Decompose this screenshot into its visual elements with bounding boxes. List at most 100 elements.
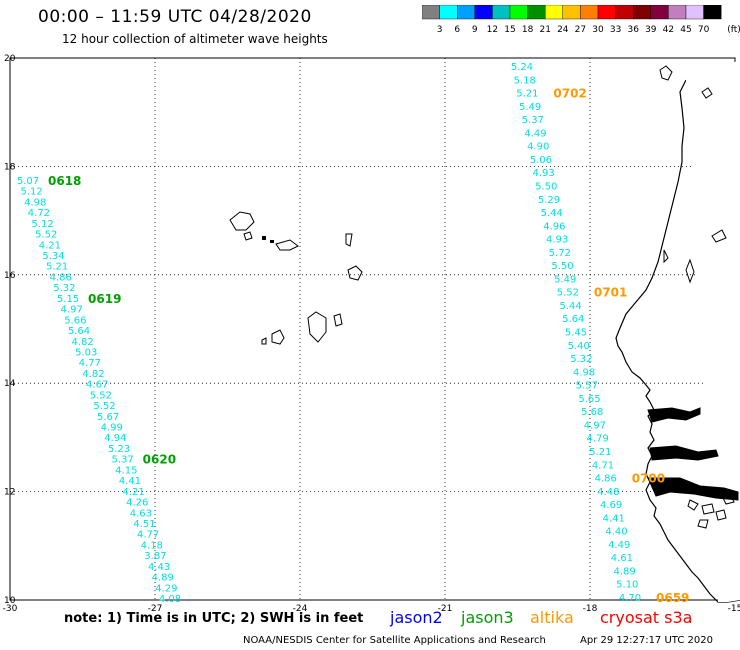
swh-value-label: 4.77 [79, 358, 101, 369]
colorbar-tick-label: 15 [504, 25, 515, 35]
swh-value-label: 4.08 [159, 594, 181, 605]
longitude-tick-label: -24 [293, 604, 308, 614]
cape-verde-sao-vicente [243, 231, 253, 241]
longitude-tick-label: -18 [583, 604, 598, 614]
swh-value-label: 4.49 [524, 128, 546, 139]
units-note: note: 1) Time is in UTC; 2) SWH is in fe… [64, 611, 364, 626]
cape-verde-islet [262, 236, 274, 243]
generated-timestamp: Apr 29 12:27:17 UTC 2020 [580, 635, 713, 646]
latitude-tick-label: 12 [4, 488, 15, 498]
cape-verde-santiago [307, 311, 327, 343]
cape-verde-sal [345, 233, 353, 247]
swh-value-label: 5.49 [519, 102, 541, 113]
swh-value-label: 4.21 [39, 240, 61, 251]
chart-subtitle: 12 hour collection of altimeter wave hei… [62, 32, 328, 46]
swh-value-label: 4.79 [586, 434, 608, 445]
swh-value-label: 4.63 [130, 508, 152, 519]
africa-coastline [615, 79, 740, 603]
legend-jason2: jason2 [390, 608, 443, 627]
swh-value-label: 4.77 [137, 530, 159, 541]
altimeter-tracks: 5.075.124.984.725.125.524.215.345.214.86… [17, 62, 690, 605]
bissagos-islands [687, 493, 735, 529]
colorbar-tick-label: 6 [454, 25, 460, 35]
swh-value-label: 5.52 [557, 288, 579, 299]
swh-value-label: 4.29 [155, 583, 177, 594]
coastal-island-a [711, 229, 727, 243]
colorbar-tick-label: 30 [592, 25, 604, 35]
swh-value-label: 5.21 [589, 447, 611, 458]
swh-value-label: 5.21 [46, 262, 68, 273]
swh-value-label: 4.69 [600, 500, 622, 511]
pass-time-label: 0620 [143, 453, 176, 467]
swh-value-label: 5.66 [64, 315, 86, 326]
swh-value-label: 5.44 [559, 301, 581, 312]
swh-value-label: 5.67 [97, 412, 119, 423]
colorbar-tick-label: 70 [698, 25, 710, 35]
swh-value-label: 4.98 [573, 367, 595, 378]
pass-time-label: 0702 [553, 87, 586, 101]
colorbar-tick-label: 9 [472, 25, 478, 35]
canary-island-a [659, 65, 673, 81]
swh-value-label: 5.32 [570, 354, 592, 365]
swh-value-label: 4.93 [532, 168, 554, 179]
colorbar-swatch [703, 5, 722, 20]
longitude-tick-label: -21 [438, 604, 453, 614]
swh-value-label: 4.86 [50, 272, 72, 283]
swh-value-label: 4.86 [595, 474, 617, 485]
swh-value-label: 4.41 [603, 513, 625, 524]
swh-value-label: 5.32 [53, 283, 75, 294]
cape-verde-maio [333, 313, 343, 327]
swh-value-label: 5.40 [568, 341, 590, 352]
credit-line: NOAA/NESDIS Center for Satellite Applica… [243, 635, 546, 646]
swh-value-label: 4.72 [28, 208, 50, 219]
legend-jason3: jason3 [461, 608, 514, 627]
chart-title: 00:00 – 11:59 UTC 04/28/2020 [38, 7, 312, 27]
swh-value-label: 4.89 [152, 573, 174, 584]
swh-value-label: 5.15 [57, 294, 79, 305]
swh-colorbar-legend: 3 6 9 12 15 18 21 24 27 30 33 36 39 42 45 70 (ft) [422, 5, 740, 35]
colorbar-tick-label: 45 [680, 25, 691, 35]
swh-value-label: 5.57 [576, 381, 598, 392]
swh-value-label: 5.72 [549, 248, 571, 259]
colorbar-tick-label: 12 [487, 25, 498, 35]
cape-verde-fogo [271, 329, 285, 345]
cape-verde-santo-antao [229, 211, 255, 231]
colorbar-tick-label: 21 [539, 25, 550, 35]
swh-value-label: 5.12 [21, 187, 43, 198]
swh-value-label: 5.65 [578, 394, 600, 405]
swh-value-label: 5.07 [17, 176, 39, 187]
colorbar-tick-label: 24 [557, 25, 569, 35]
canary-island-b [701, 87, 713, 99]
cape-verde-brava [261, 337, 267, 345]
swh-value-label: 4.82 [71, 337, 93, 348]
swh-value-label: 5.18 [514, 75, 536, 86]
colorbar-tick-label: 42 [663, 25, 674, 35]
swh-value-label: 5.45 [565, 328, 587, 339]
latitude-tick-label: 16 [4, 271, 16, 281]
pass-time-label: 0618 [48, 174, 81, 188]
africa-landmass [686, 60, 740, 602]
latitude-tick-label: 14 [4, 379, 16, 389]
longitude-tick-label: -27 [148, 604, 163, 614]
coastal-island-b [663, 249, 695, 284]
swh-value-label: 4.96 [543, 221, 565, 232]
swh-value-label: 4.98 [24, 197, 46, 208]
map-frame [9, 57, 736, 601]
pass-time-label: 0619 [88, 292, 121, 306]
swh-value-label: 4.97 [61, 305, 83, 316]
swh-value-label: 5.50 [535, 181, 557, 192]
swh-value-label: 5.24 [511, 62, 533, 73]
longitude-tick-label: -30 [3, 604, 18, 614]
swh-value-label: 4.93 [546, 235, 568, 246]
swh-value-label: 5.12 [31, 219, 53, 230]
swh-value-label: 4.21 [122, 487, 144, 498]
swh-value-label: 4.61 [611, 553, 633, 564]
latitude-tick-label: 18 [4, 162, 16, 172]
swh-value-label: 4.71 [592, 460, 614, 471]
legend-cryosat-s3a: cryosat s3a [600, 608, 693, 627]
swh-value-label: 4.97 [584, 420, 606, 431]
swh-value-label: 4.48 [597, 487, 619, 498]
pass-time-label: 0659 [656, 591, 689, 605]
swh-value-label: 5.37 [112, 455, 134, 466]
